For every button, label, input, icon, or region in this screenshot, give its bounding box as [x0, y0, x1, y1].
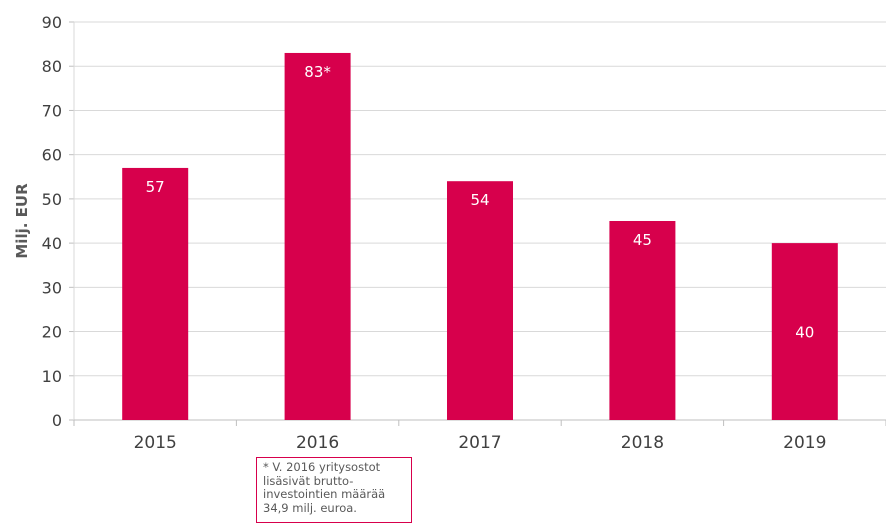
- x-tick-label-2019: 2019: [783, 433, 826, 453]
- bar-2015: [122, 167, 189, 420]
- data-label-2018: 45: [633, 231, 652, 249]
- bars: [122, 52, 838, 420]
- footnote-box: * V. 2016 yritysostot lisäsivät brutto- …: [256, 457, 412, 523]
- bar-2018: [609, 221, 676, 420]
- y-tick-label: 70: [42, 101, 62, 120]
- x-tick-label-2018: 2018: [621, 433, 664, 453]
- y-tick-label: 40: [42, 234, 62, 253]
- y-tick-label: 20: [42, 323, 62, 342]
- bar-2019: [771, 243, 838, 420]
- data-label-2017: 54: [470, 191, 489, 209]
- y-axis-ticks: 0 10 20 30 40 50 60 70 80 90: [42, 13, 886, 430]
- y-tick-label: 0: [52, 411, 62, 430]
- x-tick-label-2015: 2015: [134, 433, 177, 453]
- x-axis-labels: 2015 2016 2017 2018 2019: [134, 433, 827, 453]
- y-tick-label: 90: [42, 13, 62, 32]
- bar-2017: [447, 181, 513, 420]
- y-tick-label: 10: [42, 367, 62, 386]
- y-tick-label: 30: [42, 278, 62, 297]
- data-label-2019: 40: [795, 324, 814, 342]
- data-labels: 57 83* 54 45 40: [146, 63, 815, 342]
- x-tick-label-2017: 2017: [458, 433, 501, 453]
- x-tick-label-2016: 2016: [296, 433, 339, 453]
- y-axis-title: Milj. EUR: [13, 183, 31, 259]
- y-tick-label: 50: [42, 190, 62, 209]
- y-tick-label: 60: [42, 146, 62, 165]
- data-label-2016: 83*: [304, 63, 331, 81]
- data-label-2015: 57: [146, 178, 165, 196]
- bar-2016: [284, 52, 351, 420]
- y-tick-label: 80: [42, 57, 62, 76]
